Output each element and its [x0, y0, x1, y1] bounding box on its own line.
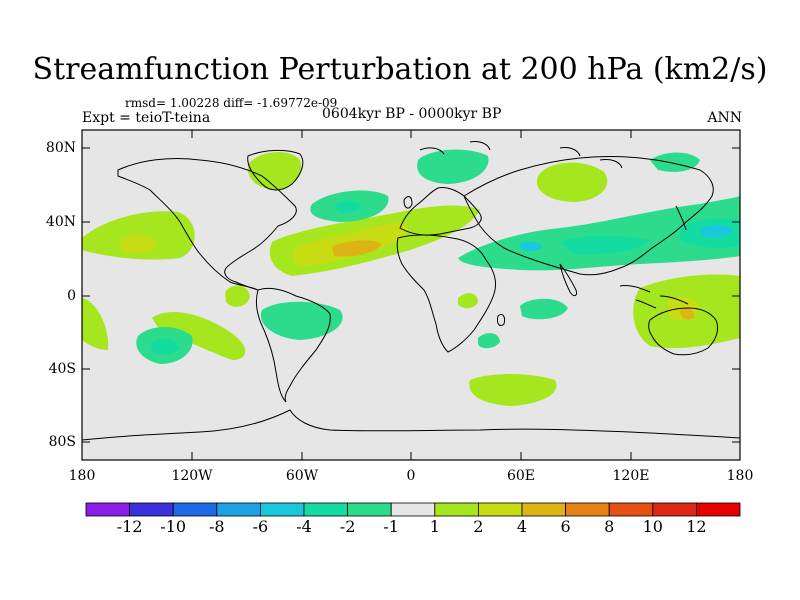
field-south-america [225, 285, 250, 307]
colorbar-label: -6 [252, 517, 269, 536]
colorbar-label: -4 [296, 517, 312, 536]
colorbar-swatch [347, 502, 392, 517]
lon-tick-marks [81, 130, 741, 460]
map-title: Streamfunction Perturbation at 200 hPa (… [32, 52, 768, 87]
field-south-pacific-ribbon [152, 312, 246, 360]
lon-label-180e: 180 [726, 468, 754, 484]
colorbar-label: -2 [339, 517, 356, 536]
field-pacific-min [700, 225, 734, 238]
coast-japan [675, 205, 687, 231]
experiment-label: Expt = teioT-teina [82, 110, 211, 126]
colorbar-swatch [608, 502, 654, 517]
coast-north-america [117, 158, 297, 291]
colorbar-label: 10 [642, 517, 663, 536]
colorbar-label: -12 [116, 517, 143, 536]
field-south-pacific-inner [150, 339, 180, 355]
field-asia-pacific-band [458, 196, 740, 271]
colorbar-swatch [565, 502, 610, 517]
lon-label-120w: 120W [171, 468, 213, 484]
coast-africa [396, 234, 497, 353]
coast-antarctica [82, 409, 740, 441]
field-pacific-core [120, 235, 158, 254]
colorbar-swatch [652, 502, 697, 517]
lat-label-40n: 40N [45, 214, 76, 230]
field-south-africa [478, 333, 500, 349]
lon-label-0: 0 [406, 468, 416, 484]
lat-label-0: 0 [67, 288, 76, 304]
field-africa-small [458, 293, 478, 309]
colorbar-label: -1 [383, 517, 399, 536]
colorbar-swatch [390, 502, 436, 517]
coast-india [559, 263, 577, 297]
coast-asia [463, 156, 714, 276]
colorbar-swatch [129, 502, 174, 517]
colorbar-label: 4 [516, 517, 528, 536]
field-indian-ocean [520, 298, 568, 320]
field-asia-inner [560, 235, 650, 255]
colorbar [85, 502, 741, 517]
field-southern-ocean [469, 374, 557, 406]
colorbar-label: 12 [686, 517, 707, 536]
contour-fields [82, 149, 740, 406]
colorbar-swatch [434, 502, 479, 517]
season-label: ANN [707, 110, 742, 126]
coast-greenland [247, 149, 304, 191]
lon-label-60w: 60W [285, 468, 319, 484]
colorbar-swatch [172, 502, 218, 517]
coast-indonesia [619, 285, 689, 309]
field-australia-max [680, 308, 695, 320]
lon-label-120e: 120E [612, 468, 650, 484]
field-southeast-pacific [82, 298, 109, 350]
colorbar-swatch [259, 502, 305, 517]
field-atlantic-max [332, 240, 382, 257]
colorbar-label: 1 [429, 517, 440, 536]
coastlines [82, 141, 740, 441]
colorbar-swatch [521, 502, 566, 517]
field-central-asia [536, 162, 608, 202]
coast-south-america [255, 287, 331, 403]
colorbar-swatch [303, 502, 348, 517]
field-arctic-europe [417, 149, 489, 184]
field-greenland [248, 151, 302, 190]
coast-uk [403, 196, 413, 209]
field-ne-asia [650, 152, 700, 172]
colorbar-label: -8 [209, 517, 225, 536]
colorbar-swatch [216, 502, 261, 517]
lon-label-180w: 180 [68, 468, 96, 484]
colorbar-label: 8 [604, 517, 615, 536]
map-background [82, 130, 740, 460]
coast-arctic-islands [419, 141, 623, 169]
colorbar-swatch [85, 502, 130, 517]
lat-label-80s: 80S [48, 434, 76, 450]
coast-europe [399, 187, 482, 236]
lat-label-40s: 40S [48, 361, 76, 377]
colorbar-label: -10 [160, 517, 187, 536]
coast-australia [648, 307, 719, 356]
colorbar-label: 6 [560, 517, 571, 536]
field-south-atlantic [260, 301, 343, 340]
colorbar-label: 2 [473, 517, 484, 536]
lat-label-80n: 80N [45, 140, 76, 156]
period-label: 0604kyr BP - 0000kyr BP [322, 106, 502, 122]
field-nw-atlantic-inner [336, 200, 360, 213]
field-asia-min [520, 241, 542, 251]
colorbar-swatch [477, 502, 523, 517]
colorbar-swatch [696, 502, 741, 517]
coast-madagascar [497, 313, 505, 327]
lat-tick-marks [82, 147, 740, 443]
lon-label-60e: 60E [506, 468, 536, 484]
stats-label: rmsd= 1.00228 diff= -1.69772e-09 [125, 96, 338, 110]
